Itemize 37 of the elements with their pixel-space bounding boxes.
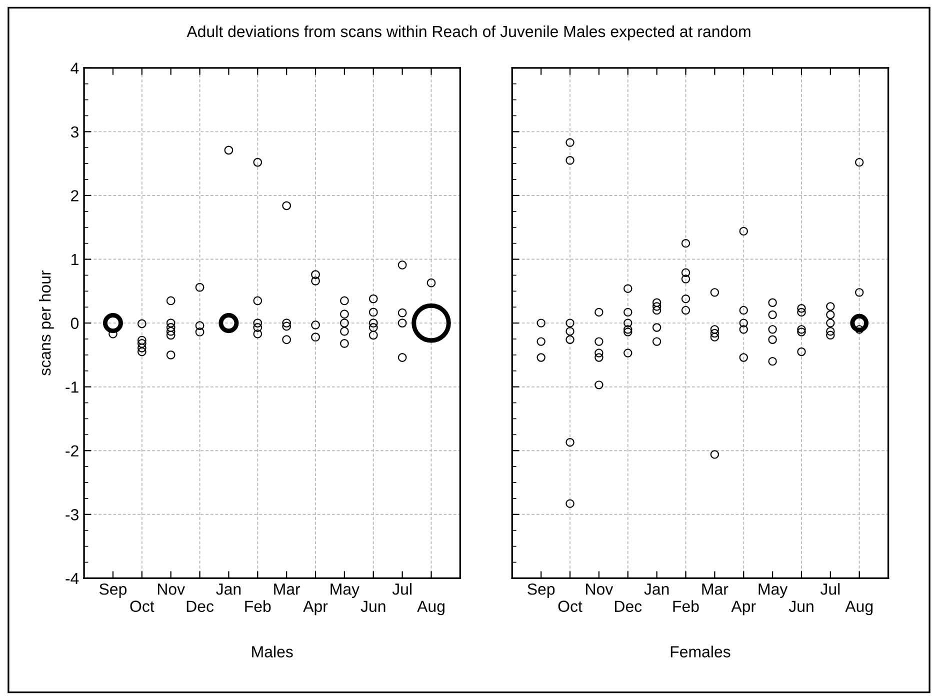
chart-title: Adult deviations from scans within Reach of Juvenile Males expected at random	[186, 25, 750, 40]
x-tick-label: Oct	[130, 600, 154, 612]
y-tick-label: -1	[66, 382, 78, 393]
x-tick-label: Aug	[845, 600, 873, 616]
x-tick-label: Nov	[586, 584, 614, 595]
y-tick-label: 4	[70, 62, 79, 74]
x-tick-label: Jun	[360, 600, 386, 612]
x-tick-label: Apr	[303, 600, 328, 616]
x-tick-label: Sep	[528, 583, 555, 598]
x-tick-label: Aug	[417, 600, 444, 616]
x-tick-label: Dec	[614, 600, 642, 612]
y-tick-label: 0	[70, 318, 79, 329]
x-axis-title: Males	[252, 646, 293, 658]
x-tick-label: Apr	[731, 600, 756, 616]
x-tick-label: Feb	[673, 600, 699, 612]
x-tick-label: Sep	[99, 583, 127, 598]
y-tick-label: -2	[66, 445, 78, 456]
y-tick-label: 2	[71, 190, 78, 202]
x-tick-label: Mar	[702, 584, 728, 595]
y-tick-label: -4	[66, 573, 79, 584]
x-tick-label: Jan	[644, 584, 669, 595]
x-tick-label: Nov	[158, 584, 185, 595]
x-tick-label: May	[330, 584, 360, 598]
x-tick-label: Jul	[820, 583, 840, 595]
x-axis-title: Females	[670, 646, 730, 658]
x-tick-label: Mar	[274, 584, 300, 595]
x-tick-label: Feb	[245, 600, 271, 612]
y-tick-label: -3	[66, 509, 78, 520]
y-tick-label: 1	[72, 254, 78, 266]
x-tick-label: Jun	[788, 600, 814, 612]
x-tick-label: Jul	[392, 583, 412, 595]
y-axis-title: scans per hour	[38, 270, 54, 376]
x-tick-label: May	[758, 584, 788, 598]
y-tick-label: 3	[70, 126, 78, 138]
x-tick-label: Dec	[186, 600, 214, 612]
x-tick-label: Oct	[558, 600, 582, 612]
x-tick-label: Jan	[216, 584, 241, 595]
